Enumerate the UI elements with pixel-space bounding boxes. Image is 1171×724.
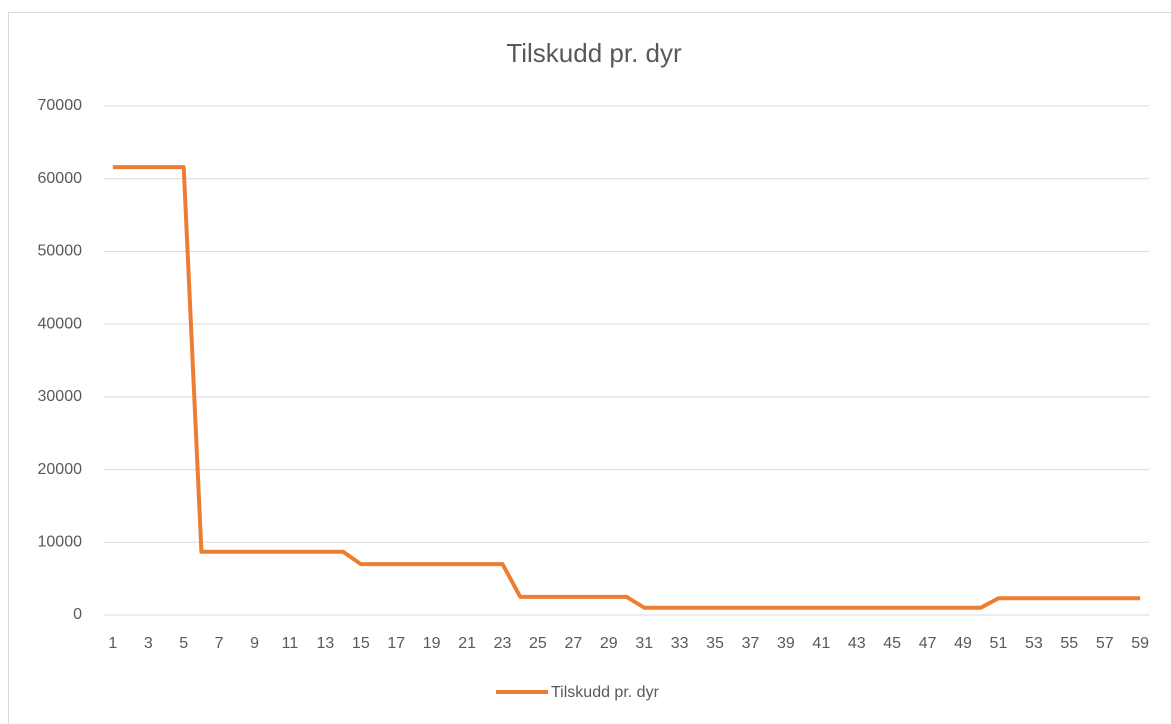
x-tick-label: 25 <box>529 635 547 652</box>
y-tick-label: 50000 <box>38 243 83 260</box>
series-line <box>112 165 1141 610</box>
x-tick-label: 5 <box>179 635 188 652</box>
chart-title: Tilskudd pr. dyr <box>506 38 682 68</box>
x-tick-label: 17 <box>387 635 405 652</box>
legend-label: Tilskudd pr. dyr <box>551 684 660 701</box>
x-tick-label: 33 <box>671 635 689 652</box>
y-tick-label: 30000 <box>38 388 83 405</box>
x-tick-label: 15 <box>352 635 370 652</box>
x-tick-label: 41 <box>812 635 830 652</box>
x-tick-label: 7 <box>215 635 224 652</box>
x-tick-label: 37 <box>742 635 760 652</box>
chart-border <box>8 12 1171 724</box>
x-tick-label: 49 <box>954 635 972 652</box>
x-tick-label: 59 <box>1131 635 1149 652</box>
x-tick-label: 45 <box>883 635 901 652</box>
x-tick-label: 29 <box>600 635 618 652</box>
x-tick-label: 3 <box>144 635 153 652</box>
x-tick-label: 27 <box>564 635 582 652</box>
x-tick-label: 35 <box>706 635 724 652</box>
x-tick-label: 21 <box>458 635 476 652</box>
x-tick-label: 31 <box>635 635 653 652</box>
x-tick-label: 13 <box>316 635 334 652</box>
y-tick-label: 60000 <box>38 170 83 187</box>
y-tick-label: 40000 <box>38 315 83 332</box>
y-tick-label: 10000 <box>38 534 83 551</box>
x-tick-label: 39 <box>777 635 795 652</box>
x-tick-label: 23 <box>494 635 512 652</box>
x-tick-label: 11 <box>282 635 299 652</box>
x-tick-label: 9 <box>250 635 259 652</box>
y-tick-label: 70000 <box>38 97 83 114</box>
x-tick-label: 1 <box>108 635 117 652</box>
x-tick-label: 19 <box>423 635 441 652</box>
x-tick-label: 43 <box>848 635 866 652</box>
y-tick-label: 20000 <box>38 461 83 478</box>
x-tick-label: 55 <box>1060 635 1078 652</box>
x-tick-label: 51 <box>990 635 1008 652</box>
x-tick-label: 47 <box>919 635 937 652</box>
x-tick-label: 57 <box>1096 635 1114 652</box>
x-tick-label: 53 <box>1025 635 1043 652</box>
y-tick-label: 0 <box>73 606 82 623</box>
